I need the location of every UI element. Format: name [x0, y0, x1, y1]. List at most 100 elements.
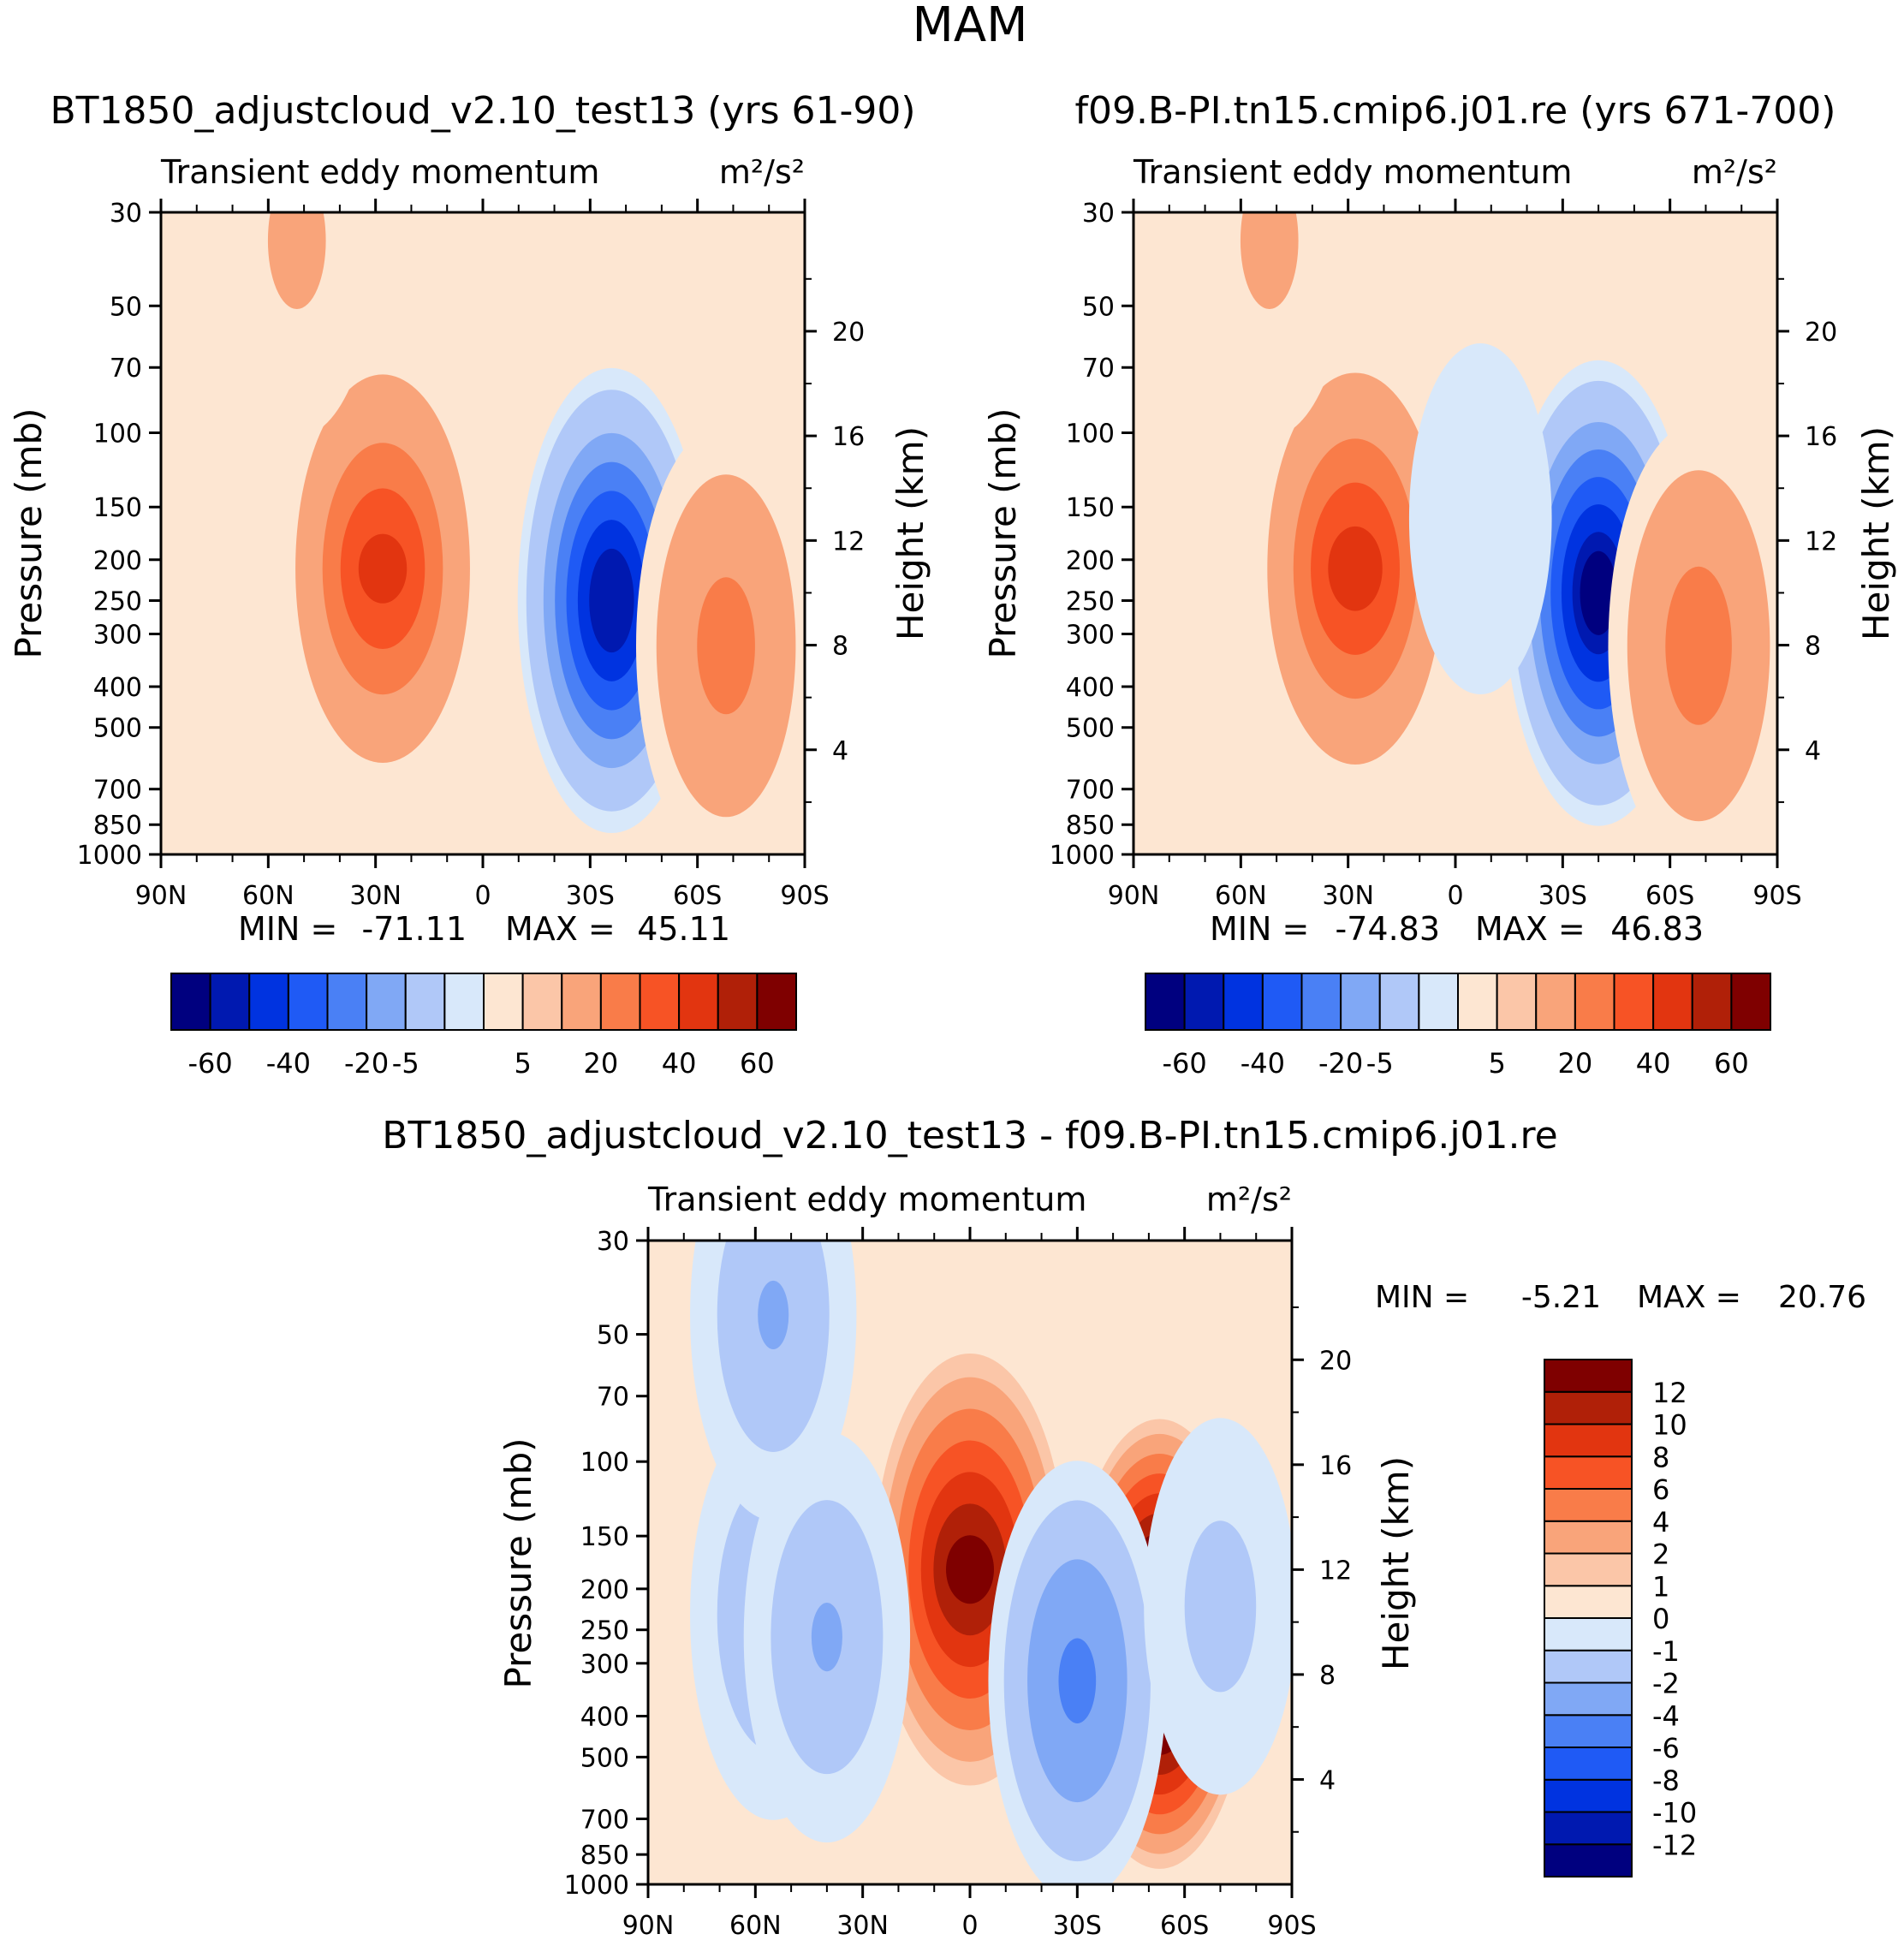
- panel-3-title: BT1850_adjustcloud_v2.10_test13 - f09.B-…: [382, 1114, 1557, 1157]
- y-tick-label: 500: [580, 1743, 629, 1773]
- colorbar-swatch: [287, 973, 329, 1031]
- colorbar-swatch: [404, 973, 446, 1031]
- x-tick-label: 90S: [1267, 1911, 1316, 1940]
- y-tick-label: 100: [1066, 420, 1115, 449]
- y-tick-label: 200: [580, 1575, 629, 1605]
- panel-3: BT1850_adjustcloud_v2.10_test13 - f09.B-…: [382, 1114, 1866, 1940]
- colorbar-swatch: [756, 973, 797, 1031]
- y2-tick-label: 20: [832, 318, 865, 348]
- panel-1-variable: Transient eddy momentum: [160, 153, 599, 191]
- y2-tick-label: 12: [1805, 527, 1837, 556]
- colorbar-swatch: [678, 973, 719, 1031]
- panel-3-min-value: -5.21: [1521, 1280, 1601, 1315]
- y-tick-label: 150: [1066, 493, 1115, 523]
- y-tick-label: 30: [597, 1227, 629, 1257]
- colorbar-label: 1: [1652, 1570, 1669, 1603]
- panel-2-y2label: Height (km): [1855, 426, 1897, 640]
- panel-1-min-label: MIN =: [238, 910, 337, 948]
- y-tick-label: 250: [580, 1616, 629, 1646]
- colorbar-swatch: [366, 973, 407, 1031]
- x-tick-label: 90S: [1752, 881, 1801, 911]
- y2-tick-label: 16: [1319, 1451, 1352, 1481]
- y2-tick-label: 8: [832, 632, 848, 662]
- colorbar-label: 12: [1652, 1377, 1687, 1409]
- colorbar-swatch: [1544, 1843, 1633, 1878]
- y-tick-label: 500: [93, 714, 142, 744]
- y-tick-label: 700: [93, 776, 142, 806]
- y-tick-label: 400: [93, 673, 142, 703]
- colorbar-label: -40: [1241, 1047, 1285, 1080]
- y2-tick-label: 16: [832, 422, 865, 452]
- colorbar-swatch: [1544, 1390, 1633, 1425]
- y-tick-label: 30: [1082, 199, 1115, 229]
- panel-2-variable: Transient eddy momentum: [1133, 153, 1572, 191]
- season-title: MAM: [913, 0, 1028, 53]
- x-tick-label: 60N: [729, 1911, 782, 1940]
- colorbar-swatch: [1544, 1714, 1633, 1748]
- panel-2-colorbar: -60 -40 -20 -5 5 20 40 60: [1145, 973, 1771, 1080]
- colorbar-swatch: [1300, 973, 1342, 1031]
- x-tick-label: 30S: [566, 881, 615, 911]
- colorbar-swatch: [1730, 973, 1771, 1031]
- colorbar-swatch: [1261, 973, 1303, 1031]
- y-tick-label: 150: [580, 1522, 629, 1552]
- panel-1-min-value: -71.11: [362, 910, 467, 948]
- colorbar-swatch: [521, 973, 563, 1031]
- colorbar-label: -12: [1652, 1829, 1697, 1861]
- colorbar-swatch: [1544, 1747, 1633, 1781]
- y-tick-label: 850: [93, 811, 142, 841]
- colorbar-label: -60: [187, 1047, 232, 1080]
- colorbar-swatch: [1691, 973, 1733, 1031]
- colorbar-label: 6: [1652, 1473, 1669, 1506]
- y-tick-label: 100: [580, 1448, 629, 1478]
- panel-2-max-label: MAX =: [1475, 910, 1586, 948]
- y2-tick-label: 8: [1319, 1661, 1336, 1691]
- y2-tick-label: 4: [832, 736, 848, 766]
- y-tick-label: 850: [1066, 811, 1115, 841]
- colorbar-label: -20: [344, 1047, 389, 1080]
- colorbar-label: 20: [1558, 1047, 1593, 1080]
- colorbar-swatch: [717, 973, 759, 1031]
- colorbar-swatch: [1544, 1617, 1633, 1651]
- y-tick-label: 50: [110, 292, 142, 322]
- colorbar-label: 5: [514, 1047, 531, 1080]
- panel-1-y2label: Height (km): [890, 426, 931, 640]
- colorbar-swatch: [1544, 1585, 1633, 1619]
- y-tick-label: 500: [1066, 714, 1115, 744]
- colorbar-swatch: [1457, 973, 1498, 1031]
- colorbar-label: -2: [1652, 1668, 1680, 1700]
- panel-3-contour-field: [648, 1241, 1292, 1884]
- colorbar-label: -5: [392, 1047, 419, 1080]
- y-tick-label: 50: [597, 1321, 629, 1351]
- x-tick-label: 0: [1447, 881, 1463, 911]
- panel-3-y2label: Height (km): [1375, 1456, 1417, 1670]
- colorbar-label: 8: [1652, 1441, 1669, 1473]
- colorbar-swatch: [561, 973, 602, 1031]
- x-tick-label: 0: [474, 881, 491, 911]
- colorbar-swatch: [1496, 973, 1538, 1031]
- y-tick-label: 400: [1066, 673, 1115, 703]
- colorbar-label: 2: [1652, 1538, 1669, 1571]
- colorbar-swatch: [1544, 1681, 1633, 1717]
- y-tick-label: 50: [1082, 292, 1115, 322]
- y-tick-label: 300: [580, 1650, 629, 1680]
- x-tick-label: 30N: [349, 881, 402, 911]
- contour-level: [358, 533, 408, 604]
- contour-level: [1580, 550, 1617, 635]
- colorbar-label: -20: [1318, 1047, 1363, 1080]
- y-tick-label: 1000: [77, 841, 142, 871]
- colorbar-label: -6: [1652, 1732, 1680, 1764]
- x-tick-label: 60N: [242, 881, 295, 911]
- y-tick-label: 250: [1066, 586, 1115, 616]
- y-tick-label: 200: [1066, 546, 1115, 576]
- y-tick-label: 1000: [1050, 841, 1115, 871]
- colorbar-swatch: [326, 973, 368, 1031]
- x-tick-label: 90S: [780, 881, 829, 911]
- panel-1-colorbar: -60 -40 -20 -5 5 20 40 60: [170, 973, 797, 1080]
- colorbar-swatch: [1544, 1455, 1633, 1490]
- colorbar-label: -1: [1652, 1635, 1680, 1668]
- panel-1-ylabel: Pressure (mb): [8, 408, 50, 658]
- colorbar-label: 4: [1652, 1506, 1669, 1538]
- colorbar-label: -5: [1366, 1047, 1394, 1080]
